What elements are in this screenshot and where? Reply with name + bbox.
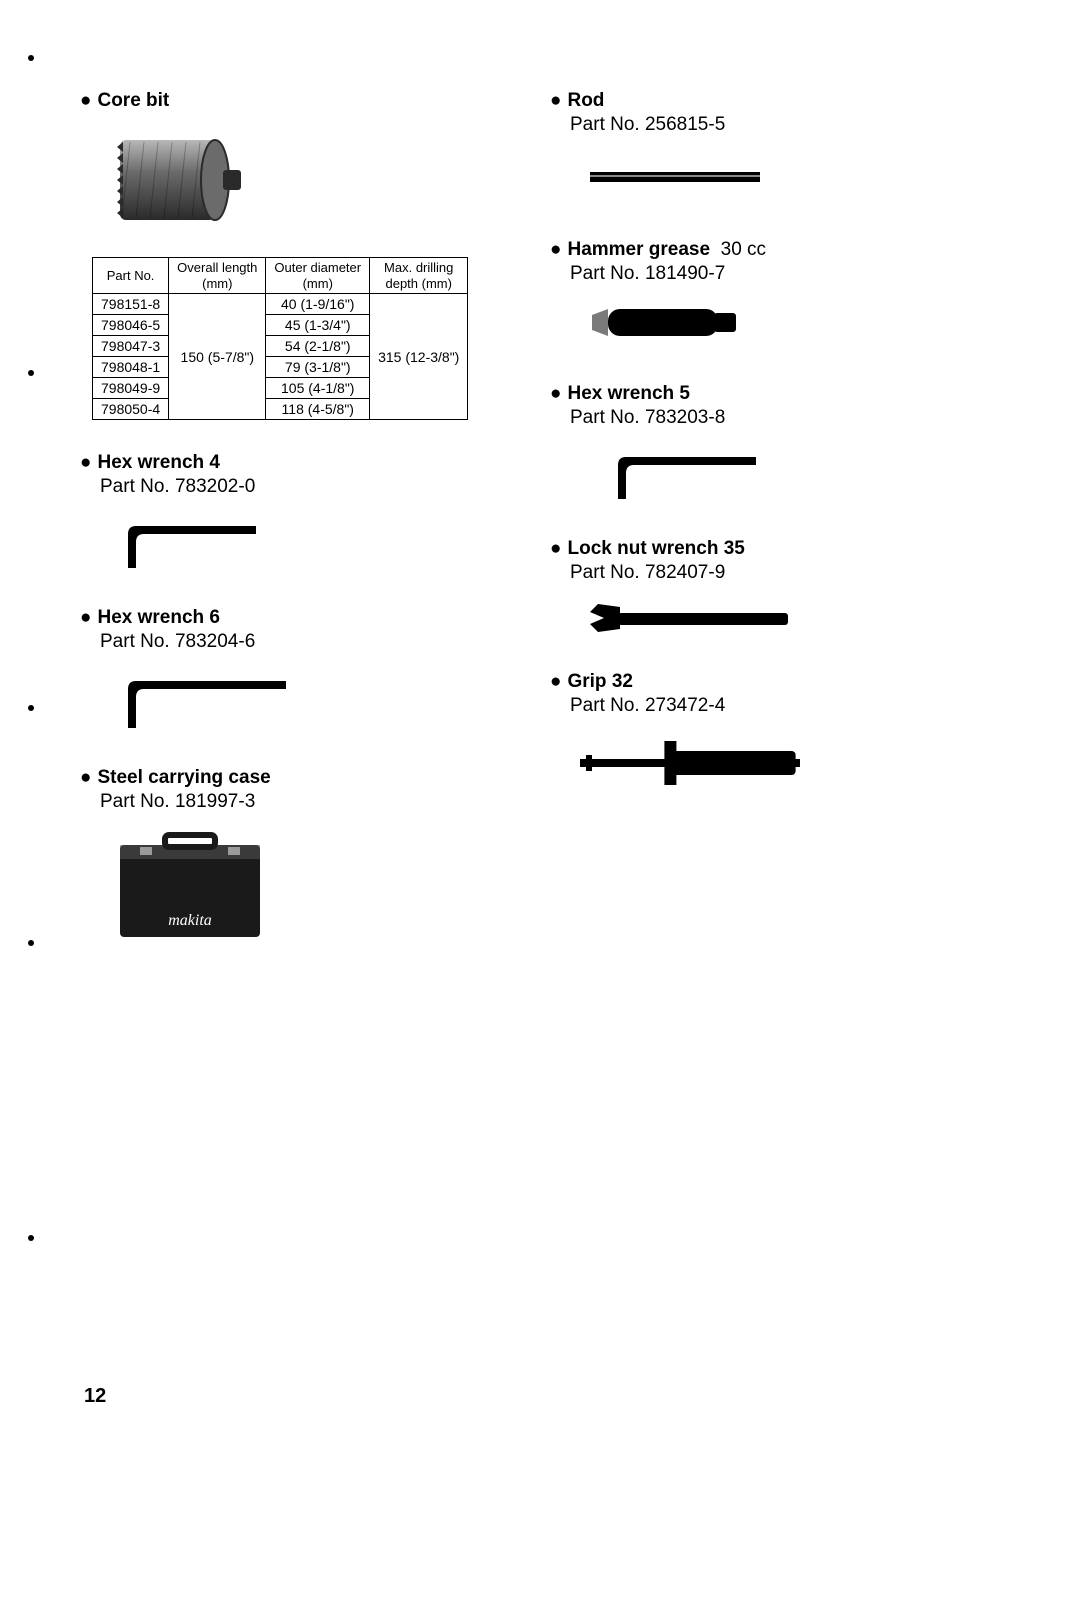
hex-wrench-4-image xyxy=(120,522,530,577)
core-bit-title: Core bit xyxy=(97,90,169,111)
scan-dot xyxy=(28,1235,34,1241)
bullet-icon: ● xyxy=(550,239,561,260)
bullet-icon: ● xyxy=(550,383,561,404)
hex-wrench-5-title: Hex wrench 5 xyxy=(567,383,690,404)
bullet-icon: ● xyxy=(80,607,91,628)
hex-wrench-5-partno: Part No. 783203-8 xyxy=(570,407,1000,429)
cell-outer-diameter: 54 (2-1/8") xyxy=(266,336,370,357)
hex-wrench-4-title: Hex wrench 4 xyxy=(97,452,220,473)
rod-section: ● Rod Part No. 256815-5 xyxy=(550,90,1000,189)
table-header: Part No. xyxy=(93,258,169,294)
lock-nut-wrench-partno: Part No. 782407-9 xyxy=(570,562,1000,584)
right-column: ● Rod Part No. 256815-5 ● Hammer grease 30… xyxy=(550,90,1000,980)
cell-max-depth: 315 (12-3/8") xyxy=(370,294,468,420)
table-header: Overall length(mm) xyxy=(169,258,266,294)
bullet-icon: ● xyxy=(80,90,91,111)
cell-outer-diameter: 79 (3-1/8") xyxy=(266,357,370,378)
cell-outer-diameter: 45 (1-3/4") xyxy=(266,315,370,336)
cell-partno: 798046-5 xyxy=(93,315,169,336)
hex-wrench-6-section: ● Hex wrench 6 Part No. 783204-6 xyxy=(80,607,530,737)
core-bit-section: ● Core bit Part No.Overall length(mm)Oute… xyxy=(80,90,530,420)
cell-partno: 798048-1 xyxy=(93,357,169,378)
hex-wrench-6-title: Hex wrench 6 xyxy=(97,607,220,628)
hammer-grease-qty: 30 cc xyxy=(721,239,766,260)
cell-outer-diameter: 40 (1-9/16") xyxy=(266,294,370,315)
core-bit-image xyxy=(100,120,530,245)
cell-partno: 798151-8 xyxy=(93,294,169,315)
lock-nut-wrench-title: Lock nut wrench 35 xyxy=(567,538,744,559)
scan-dot xyxy=(28,55,34,61)
bullet-icon: ● xyxy=(80,452,91,473)
hammer-grease-section: ● Hammer grease 30 cc Part No. 181490-7 xyxy=(550,239,1000,345)
lock-nut-wrench-image xyxy=(590,604,1000,637)
bullet-icon: ● xyxy=(80,767,91,788)
table-row: 798151-8150 (5-7/8")40 (1-9/16")315 (12-… xyxy=(93,294,468,315)
hammer-grease-partno: Part No. 181490-7 xyxy=(570,263,1000,285)
hex-wrench-5-section: ● Hex wrench 5 Part No. 783203-8 xyxy=(550,383,1000,508)
grip-section: ● Grip 32 Part No. 273472-4 xyxy=(550,671,1000,795)
hammer-grease-title: Hammer grease xyxy=(567,239,710,260)
cell-partno: 798050-4 xyxy=(93,399,169,420)
bullet-icon: ● xyxy=(550,538,561,559)
cell-partno: 798049-9 xyxy=(93,378,169,399)
core-bit-table: Part No.Overall length(mm)Outer diameter… xyxy=(92,257,468,420)
hex-wrench-4-partno: Part No. 783202-0 xyxy=(100,476,530,498)
steel-case-image: makita xyxy=(110,827,530,952)
table-header: Outer diameter(mm) xyxy=(266,258,370,294)
cell-overall-length: 150 (5-7/8") xyxy=(169,294,266,420)
grip-title: Grip 32 xyxy=(567,671,632,692)
hex-wrench-6-image xyxy=(120,677,530,737)
hex-wrench-4-section: ● Hex wrench 4 Part No. 783202-0 xyxy=(80,452,530,577)
page-number: 12 xyxy=(84,1385,106,1408)
cell-partno: 798047-3 xyxy=(93,336,169,357)
svg-text:makita: makita xyxy=(168,912,212,929)
rod-title: Rod xyxy=(567,90,604,111)
grip-image xyxy=(580,735,1000,795)
cell-outer-diameter: 105 (4-1/8") xyxy=(266,378,370,399)
two-column-layout: ● Core bit Part No.Overall length(mm)Oute… xyxy=(80,90,1000,980)
scan-dot xyxy=(28,940,34,946)
cell-outer-diameter: 118 (4-5/8") xyxy=(266,399,370,420)
hex-wrench-5-image xyxy=(610,453,1000,508)
lock-nut-wrench-section: ● Lock nut wrench 35 Part No. 782407-9 xyxy=(550,538,1000,637)
scan-dot xyxy=(28,705,34,711)
left-column: ● Core bit Part No.Overall length(mm)Oute… xyxy=(80,90,530,980)
rod-image xyxy=(590,170,1000,189)
hammer-grease-image xyxy=(590,305,1000,345)
bullet-icon: ● xyxy=(550,671,561,692)
hex-wrench-6-partno: Part No. 783204-6 xyxy=(100,631,530,653)
page-content: ● Core bit Part No.Overall length(mm)Oute… xyxy=(0,0,1080,1608)
steel-case-title: Steel carrying case xyxy=(97,767,270,788)
rod-partno: Part No. 256815-5 xyxy=(570,114,1000,136)
bullet-icon: ● xyxy=(550,90,561,111)
table-header: Max. drillingdepth (mm) xyxy=(370,258,468,294)
scan-dot xyxy=(28,370,34,376)
steel-case-partno: Part No. 181997-3 xyxy=(100,791,530,813)
grip-partno: Part No. 273472-4 xyxy=(570,695,1000,717)
steel-case-section: ● Steel carrying case Part No. 181997-3 m… xyxy=(80,767,530,952)
